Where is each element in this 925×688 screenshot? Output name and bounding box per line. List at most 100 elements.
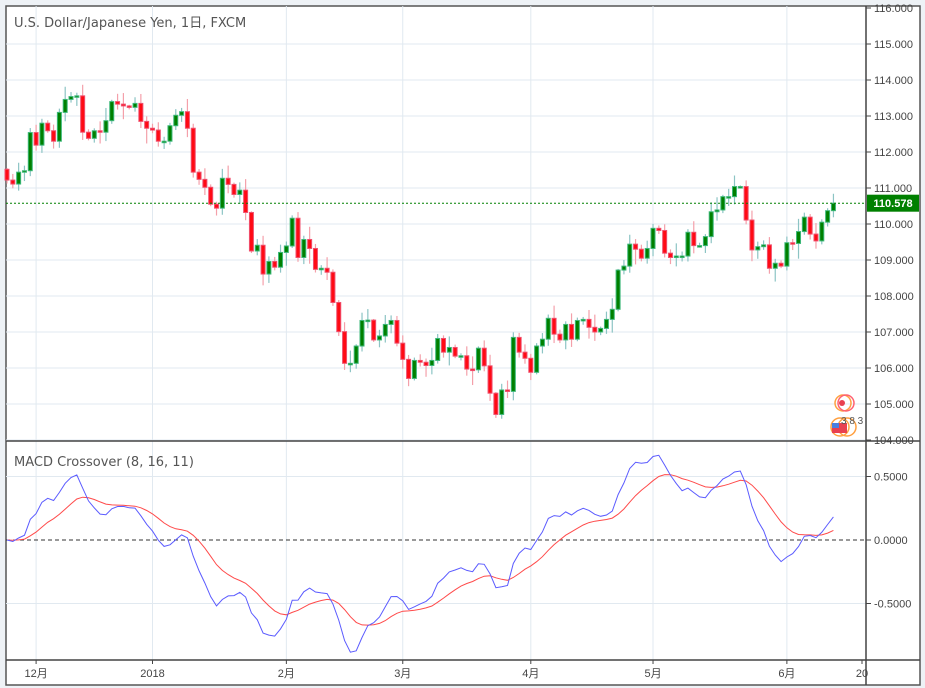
candle[interactable] (743, 180, 749, 225)
candle[interactable] (27, 128, 33, 177)
candle[interactable] (429, 347, 435, 375)
candle[interactable] (237, 182, 243, 204)
candle[interactable] (813, 223, 819, 249)
candle[interactable] (603, 311, 609, 334)
candle[interactable] (534, 343, 540, 375)
candle[interactable] (260, 235, 266, 286)
candle[interactable] (732, 175, 737, 205)
candle[interactable] (586, 309, 592, 339)
candle[interactable] (138, 93, 144, 128)
macd-line[interactable] (6, 454, 834, 653)
candle[interactable] (184, 98, 190, 138)
macd-axis[interactable]: 0.5000 0.0000 -0.5000 (866, 472, 911, 611)
candle[interactable] (510, 332, 516, 401)
candle[interactable] (214, 201, 220, 216)
candle[interactable] (289, 215, 295, 248)
candle[interactable] (621, 259, 627, 275)
candle[interactable] (103, 107, 109, 142)
candle[interactable] (598, 326, 604, 336)
candle[interactable] (150, 123, 155, 134)
candle[interactable] (196, 169, 202, 185)
candle[interactable] (312, 243, 318, 273)
candle[interactable] (784, 236, 790, 271)
candle[interactable] (39, 118, 45, 153)
candle[interactable] (74, 92, 80, 106)
candle[interactable] (126, 104, 132, 110)
candle[interactable] (452, 344, 458, 359)
candle[interactable] (62, 86, 68, 122)
candle[interactable] (737, 185, 743, 189)
candle[interactable] (330, 269, 336, 306)
candle[interactable] (819, 219, 825, 245)
candle[interactable] (179, 107, 185, 122)
candle[interactable] (324, 257, 330, 280)
candle[interactable] (388, 315, 394, 334)
candle[interactable] (545, 314, 551, 346)
macd-pane[interactable] (6, 454, 866, 653)
candle[interactable] (464, 346, 470, 376)
candle[interactable] (231, 182, 237, 198)
candle[interactable] (266, 256, 272, 283)
candle[interactable] (365, 309, 371, 329)
candle[interactable] (347, 350, 353, 373)
candle[interactable] (417, 354, 423, 367)
candle[interactable] (155, 122, 161, 147)
candle[interactable] (132, 97, 138, 112)
candle[interactable] (446, 336, 452, 366)
candle[interactable] (219, 168, 225, 215)
candle[interactable] (673, 243, 679, 267)
macd-signal-line[interactable] (6, 474, 834, 626)
candle[interactable] (772, 258, 778, 282)
candle[interactable] (505, 380, 511, 398)
candle[interactable] (21, 165, 27, 182)
candle[interactable] (336, 300, 342, 336)
candle[interactable] (778, 260, 784, 269)
candle[interactable] (411, 357, 417, 381)
candle[interactable] (557, 329, 563, 344)
candle[interactable] (528, 353, 534, 381)
candle[interactable] (487, 354, 493, 401)
candle[interactable] (766, 237, 772, 274)
candle[interactable] (499, 383, 505, 419)
candle[interactable] (80, 84, 86, 140)
candle[interactable] (406, 354, 412, 387)
candle[interactable] (45, 120, 51, 133)
candle[interactable] (825, 208, 831, 227)
candle[interactable] (697, 242, 703, 248)
candle[interactable] (796, 218, 802, 259)
candle[interactable] (248, 211, 254, 254)
candle[interactable] (726, 188, 732, 206)
candle[interactable] (225, 165, 231, 194)
candle[interactable] (662, 224, 668, 258)
candle[interactable] (790, 238, 796, 251)
candle[interactable] (243, 179, 249, 221)
candle[interactable] (359, 312, 365, 352)
candle[interactable] (522, 344, 528, 364)
candle[interactable] (190, 123, 196, 178)
candle[interactable] (144, 116, 150, 144)
candle[interactable] (749, 210, 755, 262)
candle[interactable] (353, 344, 359, 369)
candle[interactable] (173, 109, 179, 131)
candle[interactable] (638, 244, 644, 262)
candle[interactable] (33, 124, 39, 151)
flag-marker-icon[interactable] (830, 417, 850, 437)
candle[interactable] (161, 136, 167, 149)
candle[interactable] (120, 93, 126, 120)
candle[interactable] (202, 168, 208, 196)
candle[interactable] (691, 221, 697, 254)
candle[interactable] (807, 214, 813, 240)
candle[interactable] (551, 305, 557, 344)
candle[interactable] (10, 173, 16, 189)
candle[interactable] (441, 335, 446, 358)
candle[interactable] (702, 234, 708, 253)
candle[interactable] (580, 316, 586, 325)
candle[interactable] (801, 212, 807, 235)
candle[interactable] (458, 353, 464, 361)
event-markers[interactable]: 3 8 3 (830, 394, 864, 437)
candle[interactable] (109, 99, 115, 124)
candle[interactable] (609, 298, 615, 333)
candle[interactable] (16, 162, 22, 191)
candle[interactable] (68, 92, 74, 103)
